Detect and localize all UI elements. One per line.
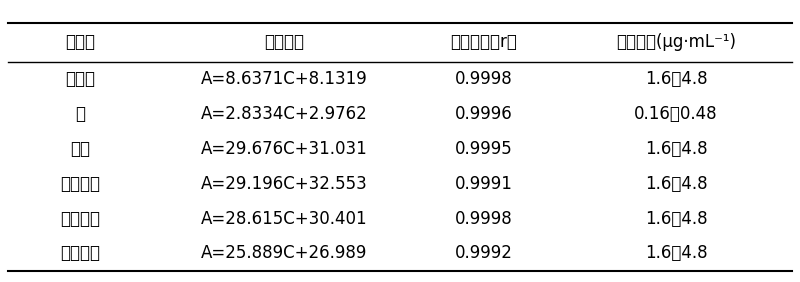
Text: 1.6～4.8: 1.6～4.8 xyxy=(645,175,707,193)
Text: 0.9998: 0.9998 xyxy=(455,210,513,228)
Text: 对二甲苯: 对二甲苯 xyxy=(60,244,100,262)
Text: 0.9996: 0.9996 xyxy=(455,105,513,123)
Text: A=2.8334C+2.9762: A=2.8334C+2.9762 xyxy=(201,105,367,123)
Text: 间二甲苯: 间二甲苯 xyxy=(60,210,100,228)
Text: 1.6～4.8: 1.6～4.8 xyxy=(645,210,707,228)
Text: 0.9998: 0.9998 xyxy=(455,70,513,89)
Text: 回归方程: 回归方程 xyxy=(264,33,304,51)
Text: 1.6～4.8: 1.6～4.8 xyxy=(645,244,707,262)
Text: 1.6～4.8: 1.6～4.8 xyxy=(645,140,707,158)
Text: A=29.676C+31.031: A=29.676C+31.031 xyxy=(201,140,367,158)
Text: 正己烷: 正己烷 xyxy=(65,70,95,89)
Text: 0.9992: 0.9992 xyxy=(455,244,513,262)
Text: 苯: 苯 xyxy=(75,105,85,123)
Text: 线性范围(μg·mL⁻¹): 线性范围(μg·mL⁻¹) xyxy=(616,33,736,51)
Text: 对照品: 对照品 xyxy=(65,33,95,51)
Text: 0.16～0.48: 0.16～0.48 xyxy=(634,105,718,123)
Text: 1.6～4.8: 1.6～4.8 xyxy=(645,70,707,89)
Text: A=25.889C+26.989: A=25.889C+26.989 xyxy=(201,244,367,262)
Text: A=29.196C+32.553: A=29.196C+32.553 xyxy=(201,175,367,193)
Text: A=8.6371C+8.1319: A=8.6371C+8.1319 xyxy=(201,70,367,89)
Text: 甲苯: 甲苯 xyxy=(70,140,90,158)
Text: 0.9991: 0.9991 xyxy=(455,175,513,193)
Text: A=28.615C+30.401: A=28.615C+30.401 xyxy=(201,210,367,228)
Text: 0.9995: 0.9995 xyxy=(455,140,513,158)
Text: 邻二甲苯: 邻二甲苯 xyxy=(60,175,100,193)
Text: 相关系数（r）: 相关系数（r） xyxy=(450,33,518,51)
